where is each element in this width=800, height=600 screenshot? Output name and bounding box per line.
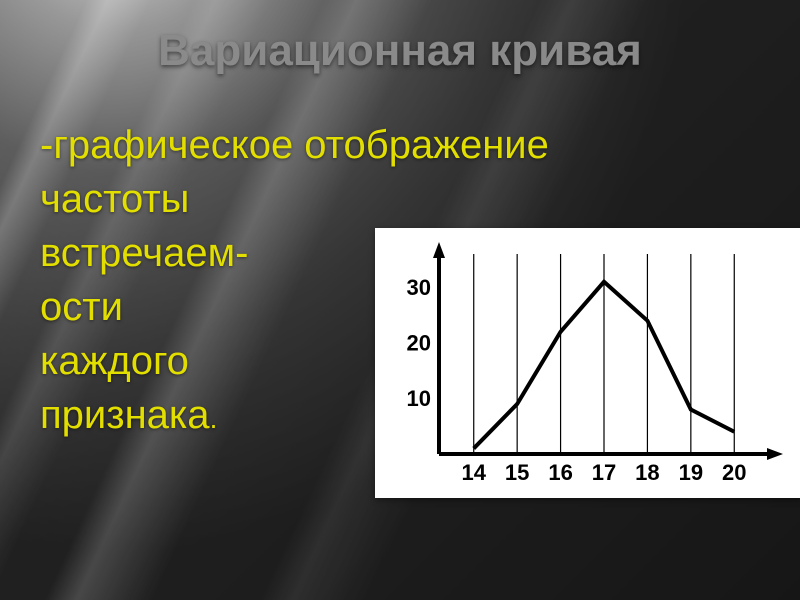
body-line5: каждого xyxy=(40,339,189,383)
slide: Вариационная кривая -графическое отображ… xyxy=(0,0,800,600)
svg-text:18: 18 xyxy=(635,460,659,485)
svg-text:30: 30 xyxy=(407,275,431,300)
svg-text:16: 16 xyxy=(548,460,572,485)
body-line3: встречаем- xyxy=(40,231,248,275)
body-dash: - xyxy=(40,123,53,167)
slide-title: Вариационная кривая xyxy=(0,26,800,76)
body-line6-period: . xyxy=(210,403,218,434)
svg-text:20: 20 xyxy=(722,460,746,485)
svg-text:19: 19 xyxy=(679,460,703,485)
body-line4: ости xyxy=(40,285,123,329)
svg-text:20: 20 xyxy=(407,331,431,356)
svg-text:17: 17 xyxy=(592,460,616,485)
chart-container: 10 20 30 14 15 16 17 18 19 20 xyxy=(375,228,800,498)
body-line6-word: признака xyxy=(40,393,210,437)
body-line2: частоты xyxy=(40,177,189,221)
variation-curve-chart: 10 20 30 14 15 16 17 18 19 20 xyxy=(391,242,787,488)
svg-text:15: 15 xyxy=(505,460,529,485)
svg-text:10: 10 xyxy=(407,386,431,411)
body-line1: графическое отображение xyxy=(53,123,549,167)
svg-text:14: 14 xyxy=(461,460,486,485)
